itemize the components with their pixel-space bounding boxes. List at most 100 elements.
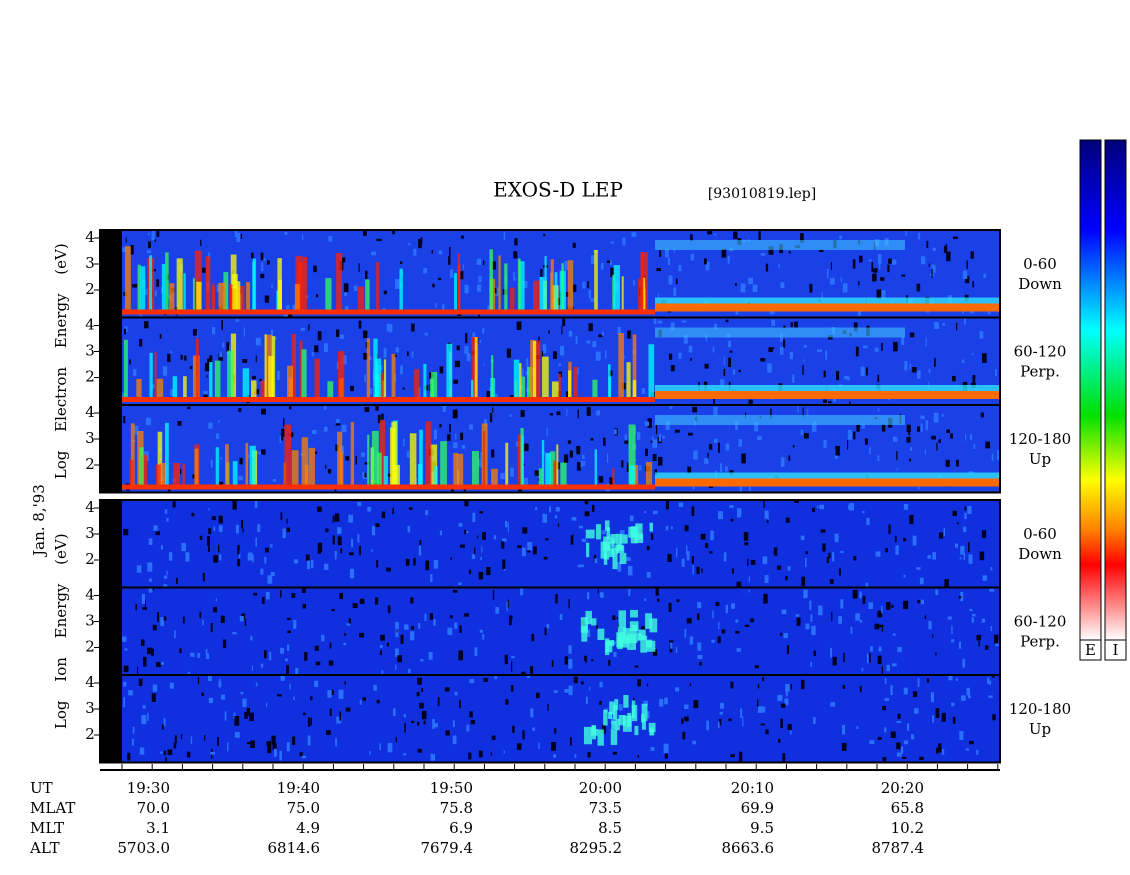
texture	[903, 600, 909, 610]
streak	[366, 338, 371, 397]
texture	[458, 523, 463, 527]
texture	[719, 711, 723, 715]
texture	[381, 511, 386, 519]
streak	[409, 433, 417, 485]
texture	[858, 281, 860, 286]
streak	[337, 431, 343, 485]
texture	[578, 525, 583, 529]
texture	[813, 650, 816, 656]
texture	[678, 502, 684, 507]
texture	[668, 353, 673, 360]
texture	[568, 685, 573, 696]
texture	[417, 677, 422, 685]
texture	[501, 539, 505, 549]
texture	[417, 721, 420, 726]
texture	[606, 453, 609, 463]
texture	[123, 681, 127, 687]
texture	[981, 530, 987, 539]
texture	[307, 735, 311, 746]
streak	[612, 468, 615, 485]
texture	[790, 730, 792, 735]
texture	[288, 405, 292, 410]
texture	[317, 542, 323, 552]
streak	[277, 258, 282, 310]
y-tick-label: 4	[85, 586, 95, 604]
texture	[123, 665, 129, 673]
texture	[369, 388, 373, 395]
texture	[532, 727, 535, 731]
streak	[597, 729, 604, 746]
texture	[486, 390, 491, 398]
texture	[411, 720, 415, 724]
texture	[131, 738, 134, 746]
texture	[590, 438, 594, 441]
texture	[795, 614, 800, 617]
texture	[143, 321, 149, 329]
texture	[905, 230, 907, 237]
streak	[604, 520, 610, 531]
texture	[978, 640, 980, 647]
texture	[447, 434, 451, 441]
texture	[139, 747, 145, 755]
row-value: 9.5	[750, 819, 774, 837]
texture	[191, 512, 195, 517]
streak	[414, 369, 420, 397]
texture	[955, 678, 958, 681]
streak	[357, 286, 365, 310]
texture	[792, 374, 795, 383]
texture	[902, 756, 907, 759]
texture	[757, 699, 759, 707]
texture	[738, 439, 742, 447]
streak	[489, 249, 493, 310]
texture	[219, 352, 223, 358]
texture	[988, 680, 992, 685]
texture	[421, 688, 424, 692]
texture	[506, 348, 512, 358]
texture	[221, 320, 223, 330]
texture	[897, 713, 901, 720]
texture	[909, 514, 914, 525]
texture	[707, 452, 709, 460]
texture	[652, 436, 654, 441]
texture	[968, 554, 973, 564]
spectrogram-panel	[99, 499, 1001, 589]
texture	[869, 653, 871, 663]
texture	[908, 426, 911, 436]
texture	[408, 669, 411, 673]
texture	[160, 545, 163, 550]
texture	[835, 445, 840, 456]
texture	[932, 247, 936, 251]
texture	[480, 452, 482, 462]
streak	[642, 277, 646, 310]
texture	[886, 664, 890, 672]
texture	[142, 607, 147, 610]
texture	[266, 741, 271, 746]
texture	[255, 337, 261, 346]
texture	[934, 322, 940, 330]
streak	[159, 462, 166, 485]
texture	[260, 568, 264, 575]
texture	[294, 559, 299, 564]
texture	[600, 262, 604, 270]
low-energy-band	[655, 472, 1000, 479]
texture	[723, 356, 725, 366]
texture	[920, 423, 923, 432]
texture	[943, 527, 946, 536]
texture	[423, 720, 426, 725]
texture	[157, 612, 159, 622]
streak	[165, 422, 169, 485]
texture	[828, 401, 832, 404]
texture	[911, 367, 917, 373]
texture	[817, 349, 822, 353]
texture	[505, 699, 509, 705]
texture	[596, 410, 600, 416]
texture	[306, 559, 311, 570]
streak	[550, 259, 554, 310]
texture	[650, 747, 655, 751]
streak	[649, 618, 658, 633]
texture	[961, 359, 965, 364]
streak	[304, 464, 309, 485]
texture	[890, 731, 896, 739]
texture	[482, 260, 485, 266]
row-value: 7679.4	[421, 839, 474, 857]
